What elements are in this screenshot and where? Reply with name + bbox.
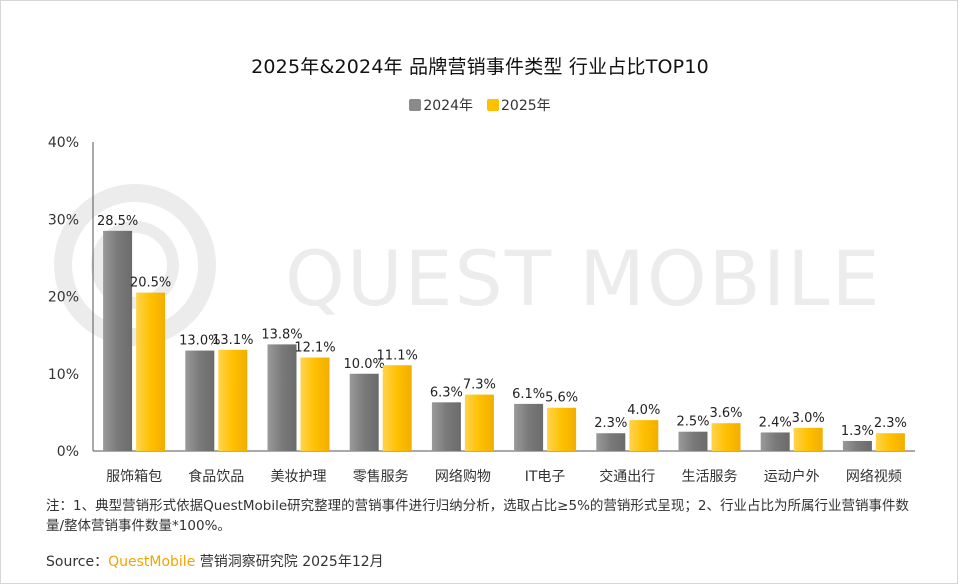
source-line: Source：QuestMobile 营销洞察研究院 2025年12月	[46, 551, 384, 571]
data-label-2025年-食品饮品: 13.1%	[212, 333, 253, 348]
watermark-ring-inner	[91, 221, 179, 309]
data-label-2025年-服饰箱包: 20.5%	[130, 276, 171, 291]
bar-2024年-生活服务	[678, 431, 708, 451]
data-label-2025年-交通出行: 4.0%	[627, 403, 660, 418]
y-tick-label: 20%	[48, 290, 79, 306]
x-tick-label: 运动户外	[764, 468, 820, 485]
data-label-2024年-IT电子: 6.1%	[512, 387, 545, 402]
legend-item-2025: 2025年	[487, 95, 551, 115]
bar-2025年-美妆护理	[300, 357, 330, 451]
chart-legend: 2024年 2025年	[0, 95, 960, 115]
data-label-2024年-食品饮品: 13.0%	[179, 334, 220, 349]
legend-label-2024: 2024年	[423, 98, 473, 114]
data-label-2025年-网络视频: 2.3%	[874, 416, 907, 431]
y-tick-label: 40%	[48, 135, 79, 151]
source-brand: QuestMobile	[108, 554, 196, 570]
watermark-text: QUEST MOBILE	[285, 234, 882, 323]
data-label-2024年-服饰箱包: 28.5%	[97, 214, 138, 229]
watermark-ring-outer	[54, 184, 216, 346]
legend-swatch-2025	[487, 99, 499, 111]
source-text: 营销洞察研究院 2025年12月	[195, 554, 384, 570]
data-label-2024年-美妆护理: 13.8%	[261, 327, 302, 342]
data-label-2025年-网络购物: 7.3%	[463, 378, 496, 393]
bar-2025年-网络视频	[875, 433, 905, 451]
y-tick-label: 30%	[48, 212, 79, 228]
x-tick-label: 交通出行	[599, 468, 655, 485]
x-tick-label: 网络购物	[435, 469, 491, 485]
bar-2024年-网络视频	[842, 440, 872, 451]
bar-2025年-IT电子	[547, 407, 577, 451]
bar-2024年-食品饮品	[185, 350, 215, 451]
data-label-2025年-美妆护理: 12.1%	[294, 341, 335, 356]
data-label-2024年-网络视频: 1.3%	[841, 424, 874, 439]
bar-2025年-交通出行	[629, 420, 659, 451]
data-label-2024年-网络购物: 6.3%	[430, 385, 463, 400]
legend-swatch-2024	[409, 99, 422, 111]
data-label-2024年-交通出行: 2.3%	[594, 416, 627, 431]
data-label-2025年-IT电子: 5.6%	[545, 391, 578, 406]
x-tick-label: 食品饮品	[188, 468, 244, 485]
bar-2025年-零售服务	[382, 365, 412, 451]
bar-2025年-生活服务	[711, 423, 741, 451]
source-label: Source：	[46, 554, 109, 570]
bar-2024年-零售服务	[349, 373, 379, 451]
data-label-2024年-零售服务: 10.0%	[344, 357, 385, 372]
legend-label-2025: 2025年	[501, 98, 551, 114]
x-tick-label: 生活服务	[682, 469, 738, 485]
bar-2024年-IT电子	[514, 403, 544, 451]
data-label-2025年-零售服务: 11.1%	[377, 348, 418, 363]
data-label-2024年-运动户外: 2.4%	[759, 415, 792, 430]
watermark: QUEST MOBILE	[54, 184, 882, 346]
bar-2024年-运动户外	[760, 432, 790, 451]
bar-2024年-交通出行	[596, 433, 626, 451]
footnote: 注：1、典型营销形式依据QuestMobile研究整理的营销事件进行归纳分析，选…	[46, 498, 910, 534]
bar-2024年-网络购物	[431, 402, 461, 451]
x-tick-label: 服饰箱包	[106, 469, 162, 485]
bar-2024年-美妆护理	[267, 344, 297, 451]
y-tick-label: 0%	[57, 444, 79, 460]
bar-2024年-服饰箱包	[103, 230, 133, 451]
bar-2025年-运动户外	[793, 427, 823, 451]
chart-title: 2025年&2024年 品牌营销事件类型 行业占比TOP10	[251, 56, 709, 78]
data-label-2025年-运动户外: 3.0%	[792, 411, 825, 426]
bar-2025年-网络购物	[464, 394, 494, 451]
y-tick-label: 10%	[48, 367, 79, 383]
x-tick-label: 美妆护理	[271, 469, 327, 485]
x-tick-label: IT电子	[525, 469, 566, 485]
x-tick-label: 零售服务	[353, 469, 409, 485]
bar-2025年-食品饮品	[218, 349, 248, 451]
legend-item-2024: 2024年	[409, 95, 473, 115]
x-tick-label: 网络视频	[846, 469, 902, 485]
data-label-2025年-生活服务: 3.6%	[709, 406, 742, 421]
data-label-2024年-生活服务: 2.5%	[676, 415, 709, 430]
bar-2025年-服饰箱包	[136, 292, 166, 451]
